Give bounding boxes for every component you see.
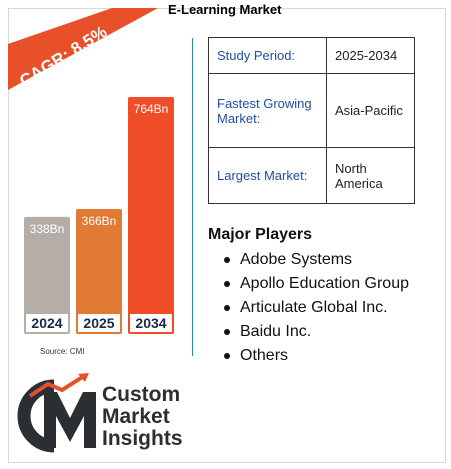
logo-line-market: Market <box>102 405 170 428</box>
category-label: 2024 <box>31 315 62 331</box>
bar-2025 <box>76 209 122 334</box>
page-title: E-Learning Market <box>168 2 282 17</box>
source-note: Source: CMI <box>40 347 85 356</box>
bar-chart: 338Bn 2024 366Bn 2025 764Bn 2034 CAGR: 8.5% <box>8 8 174 334</box>
cmi-logo-mark <box>17 373 96 453</box>
cagr-badge: CAGR: 8.5% <box>8 8 158 91</box>
info-key: Study Period: <box>208 37 327 74</box>
bar-2034 <box>128 97 174 334</box>
logo-line-insights: Insights <box>102 427 183 450</box>
player-item: Adobe Systems <box>224 248 439 272</box>
bar-2024 <box>24 216 70 334</box>
info-value: 2025-2034 <box>326 37 415 74</box>
major-players-heading: Major Players <box>208 226 313 243</box>
cmi-logo-wordmark: Custom Market Insights <box>102 384 183 450</box>
info-key: Largest Market: <box>208 147 327 204</box>
category-label-box <box>130 314 172 332</box>
logo-line-custom: Custom <box>102 383 181 406</box>
bar-value-label: 764Bn <box>134 102 169 116</box>
category-label: 2025 <box>83 315 114 331</box>
major-players-list: Adobe Systems Apollo Education Group Art… <box>224 248 439 368</box>
category-label-box <box>78 314 120 332</box>
info-row-largest-market: Largest Market: North America <box>208 147 415 204</box>
category-label: 2034 <box>135 315 166 331</box>
player-item: Others <box>224 344 439 368</box>
info-value: North America <box>326 147 415 204</box>
info-row-study-period: Study Period: 2025-2034 <box>208 37 415 74</box>
bar-value-label: 338Bn <box>30 222 65 236</box>
info-key: Fastest Growing Market: <box>208 73 327 148</box>
bar-value-label: 366Bn <box>82 214 117 228</box>
player-item: Apollo Education Group <box>224 272 439 296</box>
market-info-table: Study Period: 2025-2034 Fastest Growing … <box>208 37 415 204</box>
divider-line <box>192 38 193 356</box>
info-value: Asia-Pacific <box>326 73 415 148</box>
info-row-fastest-growing: Fastest Growing Market: Asia-Pacific <box>208 73 415 148</box>
player-item: Baidu Inc. <box>224 320 439 344</box>
content-frame <box>8 8 446 463</box>
player-item: Articulate Global Inc. <box>224 296 439 320</box>
category-label-box <box>26 314 68 332</box>
